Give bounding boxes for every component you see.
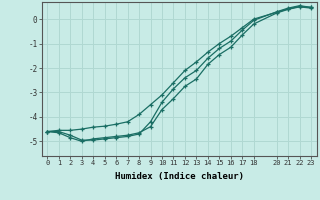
X-axis label: Humidex (Indice chaleur): Humidex (Indice chaleur) xyxy=(115,172,244,181)
